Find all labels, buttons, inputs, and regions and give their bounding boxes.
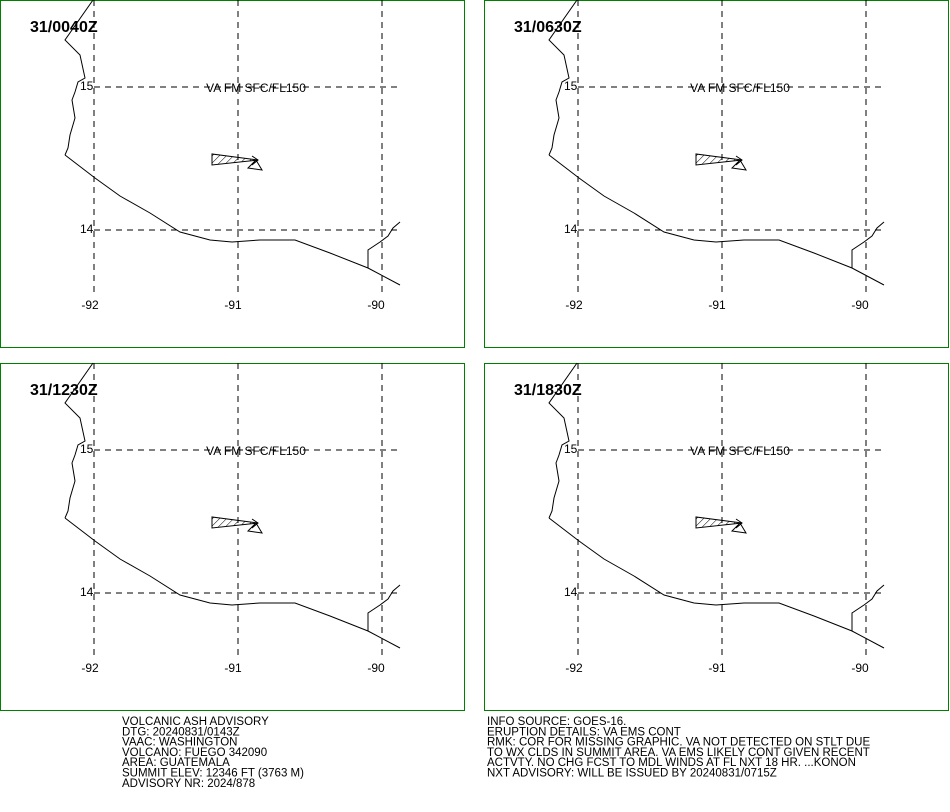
map-base	[484, 362, 949, 711]
valid-time: 31/1830Z	[514, 382, 582, 399]
lat-label: 15	[564, 79, 578, 93]
lon-label: -92	[565, 661, 583, 675]
advisory-line: INFO SOURCE: GOES-16.	[487, 716, 626, 728]
ash-annotation: VA FM SFC/FL150	[690, 444, 790, 458]
lon-label: -90	[851, 298, 869, 312]
lon-label: -90	[367, 661, 385, 675]
lat-label: 15	[80, 442, 94, 456]
lat-label: 14	[564, 585, 578, 599]
lon-label: -91	[708, 298, 726, 312]
lat-label: 14	[564, 222, 578, 236]
advisory-line: ADVISORY NR: 2024/878	[122, 778, 255, 790]
advisory-line: ACTVTY. NO CHG FCST TO MDL WINDS AT FL N…	[487, 757, 856, 769]
map-panel: 31/0630Z 15 14 -92 -91 -90 VA FM SFC/FL150	[484, 0, 949, 348]
advisory-line: ERUPTION DETAILS: VA EMS CONT	[487, 726, 681, 738]
map-base	[0, 0, 465, 348]
map-panel: 31/1830Z 15 14 -92 -91 -90 VA FM SFC/FL150	[484, 362, 949, 711]
advisory-line: VOLCANIC ASH ADVISORY	[122, 716, 269, 728]
lon-label: -91	[224, 661, 242, 675]
lat-label: 15	[564, 442, 578, 456]
advisory-line: VAAC: WASHINGTON	[122, 737, 237, 749]
lat-label: 14	[80, 585, 94, 599]
ash-annotation: VA FM SFC/FL150	[690, 81, 790, 95]
advisory-line: TO WX CLDS IN SUMMIT AREA. VA EMS LIKELY…	[487, 747, 870, 759]
advisory-line: DTG: 20240831/0143Z	[122, 726, 240, 738]
valid-time: 31/0040Z	[30, 19, 98, 36]
valid-time: 31/0630Z	[514, 19, 582, 36]
valid-time: 31/1230Z	[30, 382, 98, 399]
lat-label: 14	[80, 222, 94, 236]
lon-label: -90	[367, 298, 385, 312]
advisory-line: SUMMIT ELEV: 12346 FT (3763 M)	[122, 768, 304, 780]
lat-label: 15	[80, 79, 94, 93]
lon-label: -92	[81, 298, 99, 312]
map-panel: 31/0040Z 15 14 -92 -91 -90 VA FM SFC/FL150	[0, 0, 465, 348]
advisory-line: NXT ADVISORY: WILL BE ISSUED BY 20240831…	[487, 768, 777, 780]
advisory-line: AREA: GUATEMALA	[122, 757, 230, 769]
lon-label: -92	[565, 298, 583, 312]
lon-label: -91	[224, 298, 242, 312]
advisory-line: VOLCANO: FUEGO 342090	[122, 747, 267, 759]
ash-annotation: VA FM SFC/FL150	[206, 81, 306, 95]
map-panel: 31/1230Z 15 14 -92 -91 -90 VA FM SFC/FL150	[0, 362, 465, 711]
map-base	[0, 362, 465, 711]
lon-label: -91	[708, 661, 726, 675]
lon-label: -90	[851, 661, 869, 675]
lon-label: -92	[81, 661, 99, 675]
advisory-line: RMK: COR FOR MISSING GRAPHIC. VA NOT DET…	[487, 737, 870, 749]
map-base	[484, 0, 949, 348]
ash-annotation: VA FM SFC/FL150	[206, 444, 306, 458]
